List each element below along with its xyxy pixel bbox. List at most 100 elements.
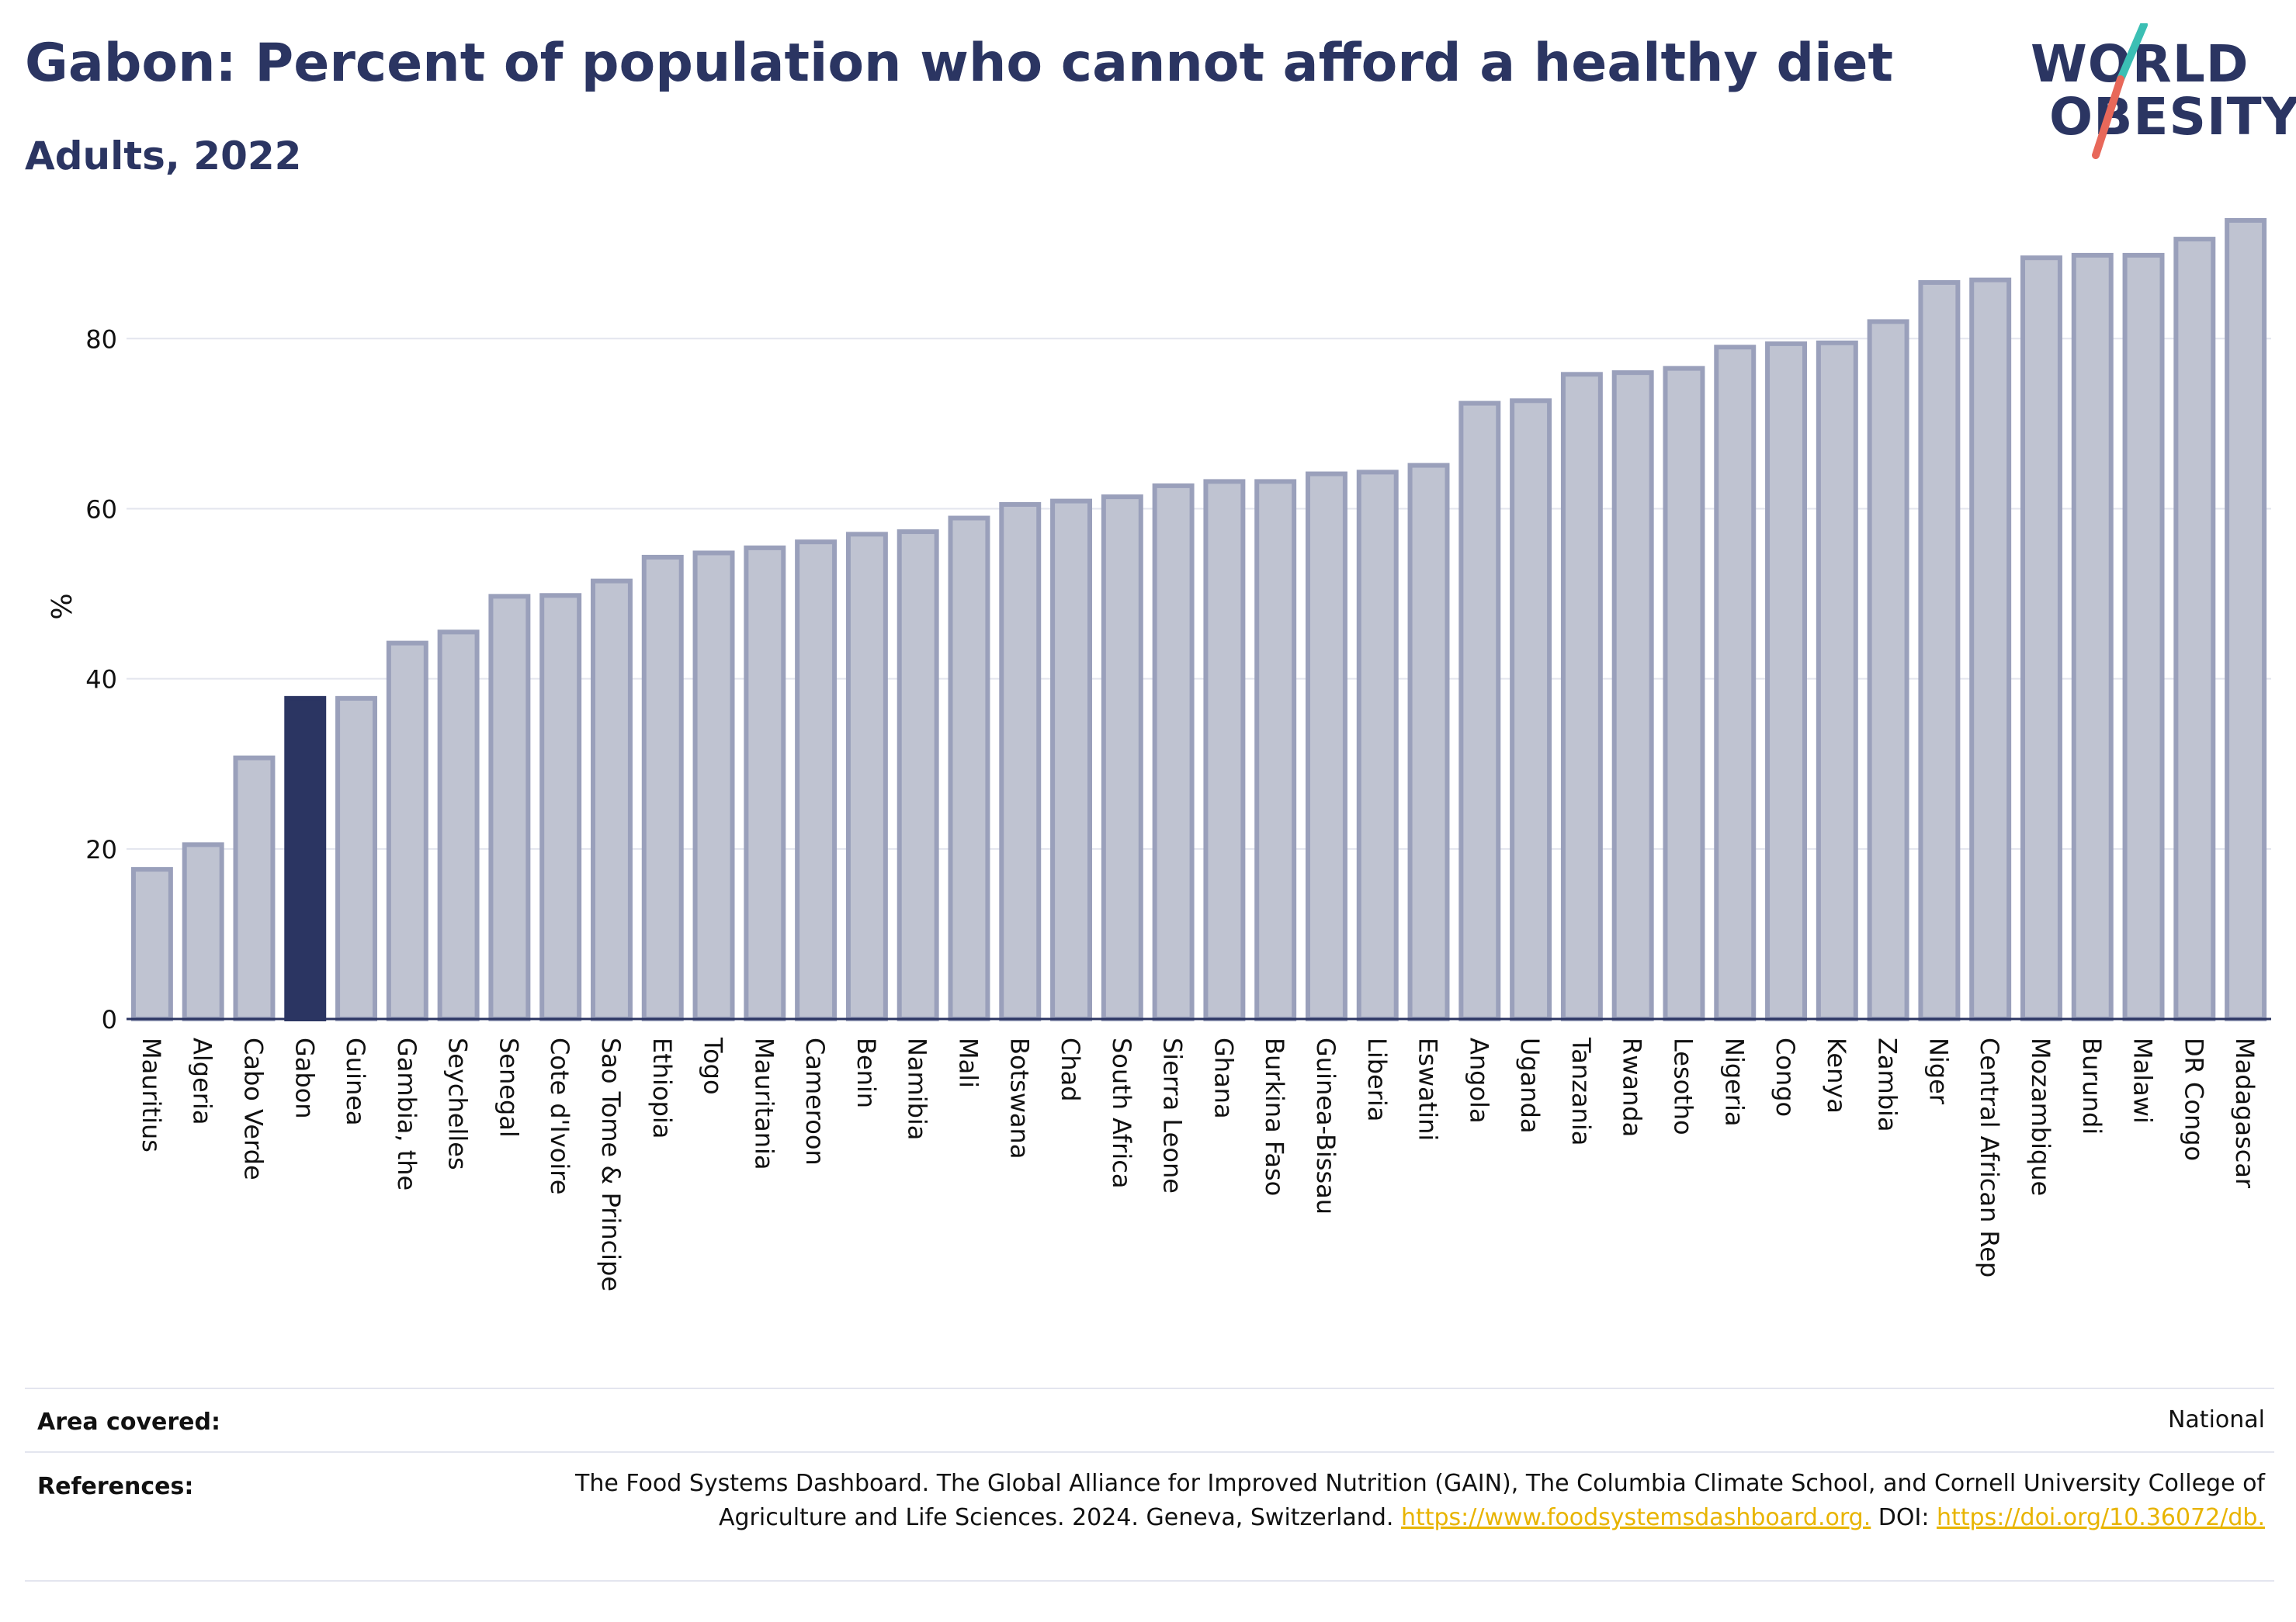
axes: 0 20 40 60 80 Mauritius Algeria Cabo Verde Gabon…: [85, 324, 2271, 1291]
bar[interactable]: [335, 695, 378, 1021]
chart-title: Gabon: Percent of population who cannot …: [25, 33, 1894, 94]
x-tick-label: Senegal: [494, 1038, 523, 1138]
bar[interactable]: [386, 640, 428, 1021]
x-tick-label: Burundi: [2077, 1038, 2107, 1135]
x-tick-label: Seychelles: [443, 1038, 473, 1170]
x-tick-label: Mali: [953, 1038, 983, 1088]
x-tick-label: Ghana: [1209, 1038, 1238, 1119]
bar[interactable]: [1254, 479, 1297, 1021]
bar[interactable]: [2225, 217, 2267, 1021]
x-tick-label: Malawi: [2128, 1038, 2158, 1124]
x-tick-label: Nigeria: [1719, 1038, 1749, 1126]
x-tick-label: Kenya: [1822, 1038, 1851, 1114]
bar[interactable]: [1407, 463, 1450, 1021]
references-link-doi[interactable]: https://doi.org/10.36072/db.: [1937, 1504, 2265, 1531]
bar[interactable]: [1816, 340, 1858, 1022]
x-tick-label: Benin: [851, 1038, 881, 1108]
bar[interactable]: [1152, 483, 1195, 1021]
bar[interactable]: [1356, 470, 1399, 1021]
x-tick-label: Algeria: [188, 1038, 217, 1125]
bar[interactable]: [437, 629, 480, 1021]
bar[interactable]: [1969, 277, 2012, 1021]
bar[interactable]: [845, 532, 888, 1021]
bar[interactable]: [1714, 345, 1757, 1021]
area-covered-value: National: [2167, 1406, 2265, 1433]
bar[interactable]: [182, 842, 224, 1021]
x-tick-label: Mauritania: [749, 1038, 779, 1170]
x-tick-label: Gabon: [290, 1038, 319, 1119]
bar[interactable]: [744, 545, 786, 1021]
area-covered-label: Area covered:: [37, 1409, 220, 1436]
logo-slash-icon: [2092, 23, 2148, 159]
references-label: References:: [37, 1473, 194, 1500]
x-tick-label: Lesotho: [1668, 1038, 1698, 1135]
x-tick-label: Tanzania: [1566, 1037, 1596, 1145]
references-text: The Food Systems Dashboard. The Global A…: [575, 1470, 2265, 1531]
bar[interactable]: [1560, 372, 1603, 1022]
bar[interactable]: [488, 594, 531, 1021]
bar[interactable]: [641, 554, 684, 1021]
x-tick-label: Central African Rep: [1975, 1038, 2004, 1277]
references-doi-label: DOI:: [1871, 1504, 1937, 1531]
bar[interactable]: [1101, 494, 1143, 1021]
x-tick-label: Guinea: [341, 1038, 370, 1126]
bar[interactable]: [284, 695, 327, 1021]
bar[interactable]: [233, 755, 276, 1021]
bar[interactable]: [130, 867, 173, 1021]
x-tick-label: Guinea-Bissau: [1311, 1038, 1340, 1215]
bar[interactable]: [2173, 237, 2216, 1022]
bar[interactable]: [539, 593, 582, 1021]
bar[interactable]: [1203, 479, 1246, 1021]
bar[interactable]: [897, 529, 939, 1021]
bar[interactable]: [2071, 252, 2114, 1022]
bar[interactable]: [1663, 366, 1705, 1021]
x-tick-label: Angola: [1464, 1038, 1493, 1124]
references-link-dashboard[interactable]: https://www.foodsystemsdashboard.org.: [1400, 1504, 1871, 1531]
x-tick-label: Togo: [699, 1037, 728, 1095]
x-tick-label: Zambia: [1873, 1038, 1902, 1132]
bar[interactable]: [1867, 319, 1909, 1021]
x-tick-label: Sao Tome & Principe: [596, 1038, 626, 1291]
x-tick-label: Cabo Verde: [238, 1038, 268, 1180]
bar[interactable]: [692, 550, 735, 1021]
x-tick-label: South Africa: [1107, 1038, 1136, 1188]
x-tick-label: Niger: [1923, 1038, 1953, 1105]
y-axis-label: %: [44, 593, 76, 619]
bar[interactable]: [1305, 471, 1347, 1021]
footer-divider-bottom: [25, 1580, 2274, 1582]
bar[interactable]: [2122, 252, 2165, 1022]
bar[interactable]: [999, 501, 1042, 1021]
x-tick-label: Gambia, the: [392, 1038, 421, 1191]
bar-chart: 0 20 40 60 80 Mauritius Algeria Cabo Verde Gabon…: [44, 217, 2271, 1291]
x-tick-label: DR Congo: [2179, 1038, 2208, 1161]
bar[interactable]: [1458, 400, 1501, 1021]
bar[interactable]: [795, 539, 838, 1021]
footer-divider-top: [25, 1388, 2274, 1389]
x-tick-label: Congo: [1771, 1038, 1800, 1117]
y-tick-label: 60: [85, 494, 117, 524]
x-tick-label: Mozambique: [2026, 1038, 2055, 1196]
x-tick-label: Eswatini: [1413, 1038, 1443, 1141]
bar[interactable]: [1510, 398, 1552, 1021]
footer-divider-middle: [25, 1451, 2274, 1453]
bar[interactable]: [1918, 279, 1961, 1021]
world-obesity-logo[interactable]: WORLD OBESITY: [2026, 23, 2296, 163]
bar[interactable]: [1611, 370, 1654, 1021]
y-tick-label: 0: [102, 1005, 117, 1035]
x-tick-label: Cameroon: [800, 1038, 830, 1166]
bar[interactable]: [1765, 341, 1808, 1022]
x-tick-label: Liberia: [1362, 1038, 1392, 1121]
y-tick-label: 80: [85, 324, 117, 354]
x-tick-label: Botswana: [1004, 1038, 1034, 1159]
bar[interactable]: [590, 578, 633, 1021]
x-tick-label: Cote d'Ivoire: [545, 1038, 574, 1194]
x-tick-label: Mauritius: [137, 1038, 166, 1152]
x-tick-label: Rwanda: [1618, 1038, 1647, 1137]
bar[interactable]: [1050, 498, 1093, 1021]
bar[interactable]: [2020, 255, 2062, 1021]
gridlines: [127, 338, 2271, 850]
bar[interactable]: [948, 515, 990, 1021]
x-tick-label: Madagascar: [2230, 1038, 2260, 1189]
x-tick-label: Namibia: [903, 1038, 932, 1140]
chart-subtitle: Adults, 2022: [25, 133, 302, 178]
